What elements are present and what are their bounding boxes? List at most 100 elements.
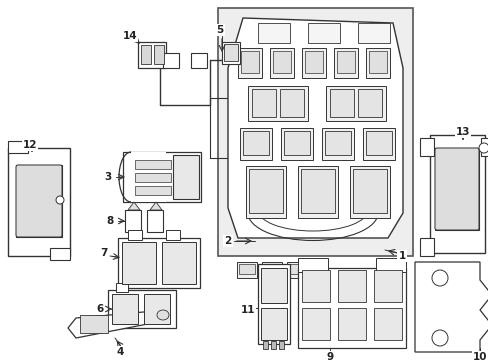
Text: 8: 8 <box>106 216 113 226</box>
Bar <box>238 48 262 78</box>
FancyBboxPatch shape <box>16 165 62 237</box>
Bar <box>302 270 329 302</box>
Bar <box>131 152 165 202</box>
Bar <box>243 131 268 155</box>
Bar <box>128 230 142 240</box>
Text: 12: 12 <box>23 140 37 150</box>
Bar <box>50 248 70 260</box>
Text: 7: 7 <box>100 248 107 258</box>
Bar <box>302 48 325 78</box>
Bar <box>123 152 201 202</box>
Bar <box>263 341 267 349</box>
Bar <box>333 48 357 78</box>
Bar <box>135 160 171 169</box>
Bar <box>305 51 323 73</box>
Circle shape <box>431 270 447 286</box>
Bar <box>143 294 170 324</box>
Bar <box>337 270 365 302</box>
Bar <box>251 89 275 117</box>
Polygon shape <box>150 202 162 210</box>
Bar <box>373 308 401 340</box>
Bar <box>362 128 394 160</box>
Bar <box>112 294 138 324</box>
Bar <box>357 89 381 117</box>
Bar <box>241 51 259 73</box>
Bar <box>141 45 151 64</box>
Bar <box>368 51 386 73</box>
Circle shape <box>431 330 447 346</box>
Bar <box>419 138 433 156</box>
Bar <box>154 45 163 64</box>
Bar <box>269 48 293 78</box>
Bar <box>352 169 386 213</box>
Bar <box>301 169 334 213</box>
Text: 4: 4 <box>116 347 123 357</box>
Circle shape <box>478 143 488 153</box>
Bar <box>258 23 289 43</box>
Bar <box>264 264 280 274</box>
Polygon shape <box>128 202 140 210</box>
Bar <box>239 264 254 274</box>
Bar <box>336 51 354 73</box>
Bar <box>162 242 196 284</box>
Bar <box>118 238 200 288</box>
Bar <box>8 148 70 256</box>
Bar <box>434 148 478 230</box>
Bar <box>297 268 405 348</box>
Bar <box>237 262 257 278</box>
Bar <box>262 262 282 278</box>
Bar <box>321 128 353 160</box>
Text: 13: 13 <box>455 127 469 137</box>
Bar <box>429 135 484 253</box>
Bar <box>222 42 240 64</box>
Bar <box>16 165 62 237</box>
Bar <box>349 166 389 218</box>
Bar <box>337 308 365 340</box>
Bar <box>365 131 391 155</box>
Circle shape <box>56 196 64 204</box>
Bar <box>480 138 488 156</box>
Text: 6: 6 <box>96 304 103 314</box>
Bar <box>281 128 312 160</box>
Bar <box>302 308 329 340</box>
Text: 10: 10 <box>472 352 486 360</box>
Bar <box>163 53 179 68</box>
Bar <box>125 210 141 232</box>
Bar <box>80 315 108 333</box>
Bar <box>284 131 309 155</box>
Bar <box>191 53 206 68</box>
Bar <box>297 258 327 272</box>
Bar <box>248 169 283 213</box>
Text: 2: 2 <box>224 236 231 246</box>
Bar <box>419 238 433 256</box>
Bar <box>108 290 176 328</box>
Bar <box>245 166 285 218</box>
Bar <box>286 262 306 278</box>
Bar <box>261 268 286 303</box>
Text: 11: 11 <box>240 305 255 315</box>
Polygon shape <box>68 310 168 338</box>
Bar <box>325 86 385 121</box>
Bar <box>297 166 337 218</box>
Text: 5: 5 <box>216 25 223 35</box>
Text: 9: 9 <box>326 352 333 360</box>
Bar <box>135 186 171 195</box>
Bar <box>365 48 389 78</box>
Bar <box>218 8 412 256</box>
Bar <box>247 86 307 121</box>
Bar <box>8 141 28 153</box>
Bar <box>375 258 405 272</box>
Bar <box>270 341 275 349</box>
Bar <box>279 341 284 349</box>
Ellipse shape <box>157 310 169 320</box>
Bar <box>325 131 350 155</box>
Bar <box>116 283 128 292</box>
Bar <box>373 270 401 302</box>
Bar <box>329 89 353 117</box>
Bar <box>307 23 339 43</box>
Bar <box>135 173 171 182</box>
Bar <box>122 242 156 284</box>
Text: 3: 3 <box>104 172 111 182</box>
Bar <box>240 128 271 160</box>
Bar <box>224 44 238 61</box>
